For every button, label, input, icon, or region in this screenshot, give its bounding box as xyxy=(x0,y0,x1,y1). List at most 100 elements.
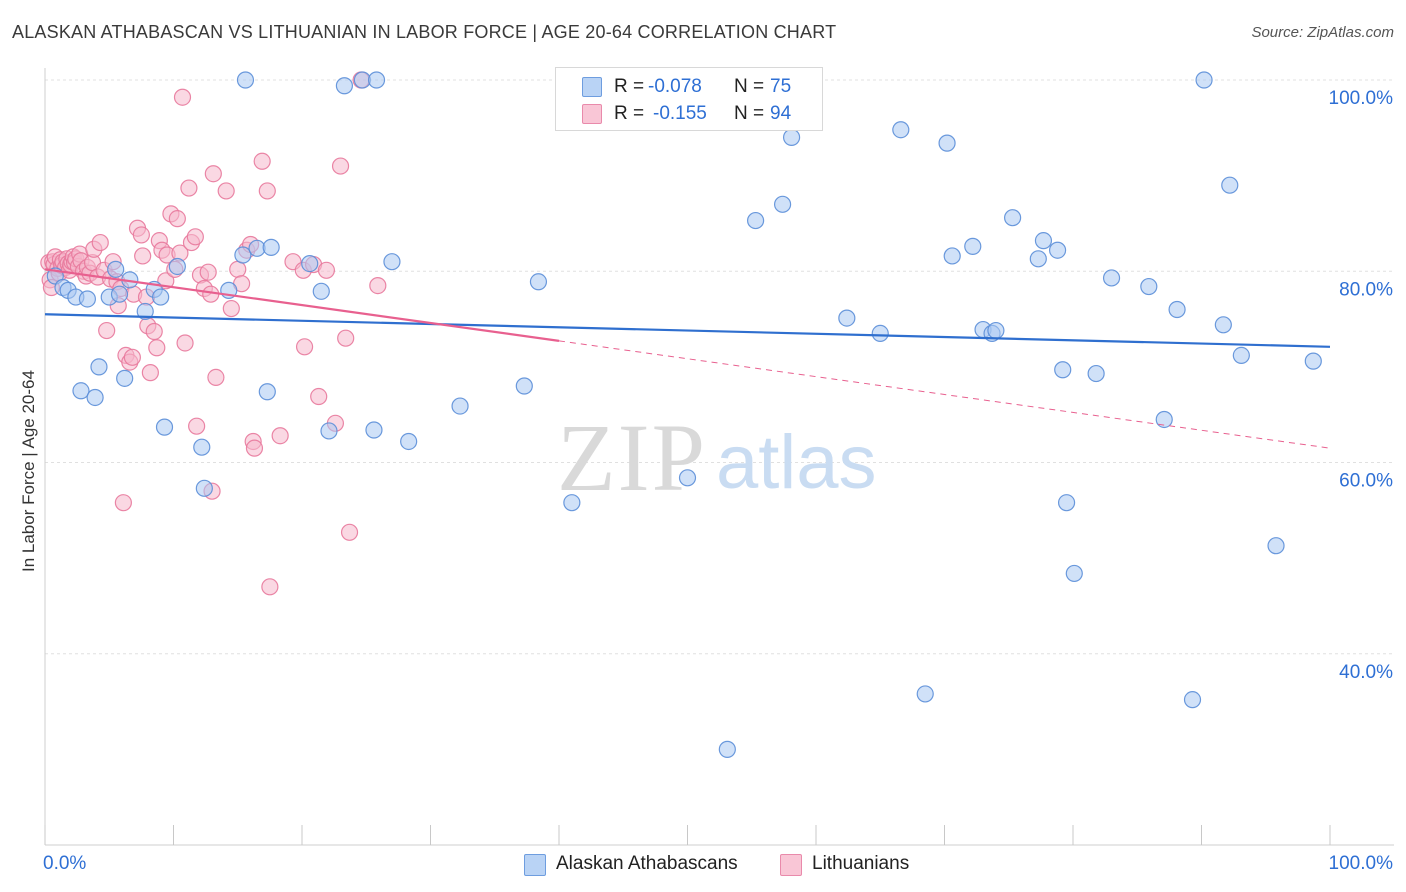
athabascan-point xyxy=(718,740,736,758)
x-tick-label: 0.0% xyxy=(43,853,86,874)
legend-r-label: R = xyxy=(614,103,645,124)
athabascan-point xyxy=(155,418,174,436)
athabascan-point xyxy=(258,383,276,401)
lithuanian-point xyxy=(261,578,279,596)
lithuanian-point xyxy=(258,182,276,200)
bottom-legend-swatch-pink xyxy=(780,854,802,876)
x-tick-label: 100.0% xyxy=(1329,853,1394,874)
athabascan-point xyxy=(152,288,170,306)
athabascan-point xyxy=(1214,316,1232,334)
athabascan-point xyxy=(1221,176,1239,194)
lithuanian-point xyxy=(204,165,222,183)
athabascan-point xyxy=(1195,71,1213,89)
y-tick-label: 60.0% xyxy=(1339,471,1393,492)
athabascan-point xyxy=(1029,250,1047,268)
lithuanian-point xyxy=(295,338,314,356)
lithuanian-point xyxy=(188,417,206,435)
athabascan-point xyxy=(168,257,186,276)
athabascan-point xyxy=(320,422,338,440)
trend-line-extrapolated xyxy=(558,340,1331,449)
bottom-legend-label: Alaskan Athabascans xyxy=(556,853,738,874)
athabascan-point xyxy=(678,469,697,487)
athabascan-point xyxy=(193,438,211,456)
watermark-zip: ZIP xyxy=(557,404,707,511)
athabascan-point xyxy=(1304,352,1322,370)
lithuanian-point xyxy=(148,339,166,357)
athabascan-point xyxy=(1065,564,1083,583)
athabascan-point xyxy=(301,255,319,273)
athabascan-point xyxy=(107,260,125,278)
athabascan-point xyxy=(529,273,548,291)
legend-n-value: 94 xyxy=(770,103,792,124)
trend-lines xyxy=(44,268,1331,449)
athabascan-point xyxy=(1048,241,1067,259)
lithuanian-point xyxy=(271,427,289,445)
athabascan-point xyxy=(943,247,961,265)
y-tick-label: 100.0% xyxy=(1329,88,1394,109)
athabascan-point xyxy=(515,377,533,395)
lithuanian-point xyxy=(145,322,163,341)
athabascan-point xyxy=(195,479,213,497)
legend-r-label: R = xyxy=(614,76,645,97)
athabascans-points xyxy=(46,71,1322,758)
athabascan-point xyxy=(1087,364,1105,383)
athabascan-point xyxy=(335,77,354,95)
legend-row-athabascans: R = -0.078 N = 75 xyxy=(556,74,822,100)
athabascan-point xyxy=(1183,691,1202,709)
athabascan-point xyxy=(400,432,418,451)
athabascan-point xyxy=(86,388,104,407)
athabascan-point xyxy=(1267,537,1285,555)
lithuanian-point xyxy=(222,299,240,318)
lithuanian-point xyxy=(176,334,194,352)
lithuanian-point xyxy=(132,226,150,244)
lithuanian-point xyxy=(310,387,328,406)
athabascan-point xyxy=(838,309,856,327)
athabascan-point xyxy=(782,128,801,146)
athabascan-point xyxy=(964,237,982,255)
lithuanian-point xyxy=(331,157,350,175)
athabascan-point xyxy=(116,369,134,387)
chart-title: ALASKAN ATHABASCAN VS LITHUANIAN IN LABO… xyxy=(12,22,837,42)
y-tick-label: 80.0% xyxy=(1339,279,1393,300)
bottom-legend-athabascans: Alaskan Athabascans xyxy=(524,852,764,876)
athabascan-point xyxy=(892,121,910,139)
athabascan-point xyxy=(1034,232,1053,250)
athabascan-point xyxy=(938,134,956,152)
lithuanian-point xyxy=(369,276,387,295)
y-tick-label: 40.0% xyxy=(1339,662,1393,683)
bottom-legend-lithuanians: Lithuanians xyxy=(780,852,940,876)
lithuanian-point xyxy=(317,261,336,279)
legend-n-value: 75 xyxy=(770,76,792,97)
lithuanian-point xyxy=(98,321,116,340)
athabascan-point xyxy=(563,494,581,512)
athabascan-point xyxy=(90,358,108,376)
athabascan-point xyxy=(451,397,469,415)
lithuanian-point xyxy=(141,364,159,382)
lithuanian-point xyxy=(229,260,247,278)
athabascan-point xyxy=(1057,494,1076,512)
lithuanian-point xyxy=(134,247,152,265)
athabascan-point xyxy=(136,302,154,321)
athabascan-point xyxy=(987,321,1005,340)
lithuanian-point xyxy=(123,348,141,366)
athabascan-point xyxy=(110,285,129,303)
athabascan-point xyxy=(236,71,255,89)
lithuanian-point xyxy=(340,523,359,541)
athabascan-point xyxy=(1054,361,1072,379)
athabascan-point xyxy=(1140,277,1158,296)
trend-line xyxy=(44,313,1331,348)
athabascan-point xyxy=(871,324,889,343)
legend-n-label: N = xyxy=(734,103,765,124)
legend-swatch-blue xyxy=(582,77,602,97)
legend-r-value: -0.155 xyxy=(653,103,707,124)
athabascan-point xyxy=(367,71,386,89)
lithuanian-point xyxy=(245,439,264,457)
lithuanian-point xyxy=(253,152,271,170)
legend-swatch-pink xyxy=(582,104,602,124)
athabascan-point xyxy=(312,282,330,300)
athabascan-point xyxy=(234,246,252,264)
athabascan-point xyxy=(1168,300,1186,319)
correlation-legend: R = -0.078 N = 75 R = -0.155 N = 94 xyxy=(555,67,823,131)
legend-n-label: N = xyxy=(734,76,765,97)
